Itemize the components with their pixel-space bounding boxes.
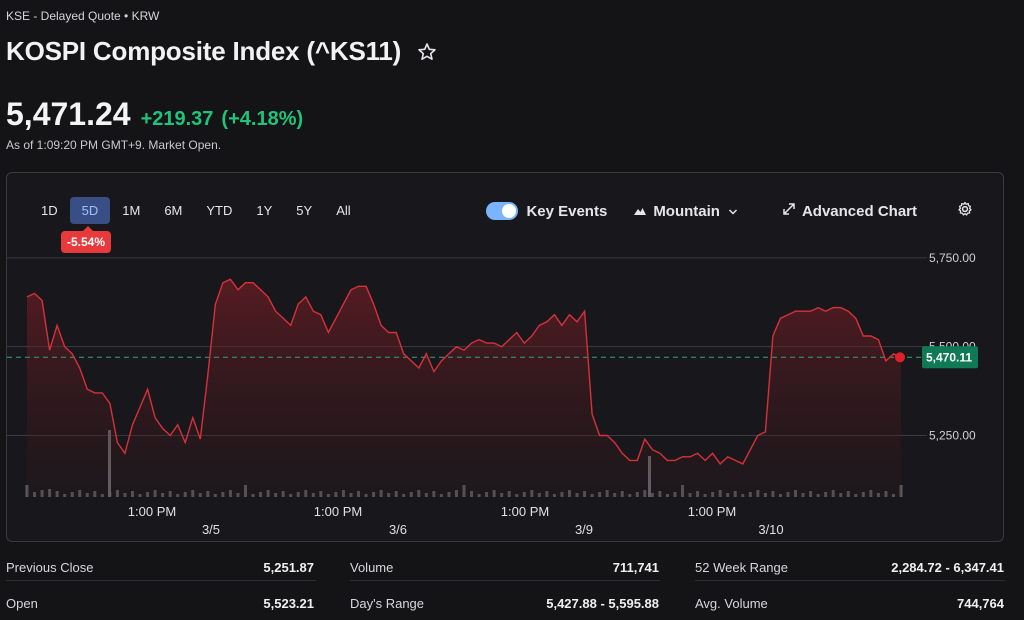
advanced-chart-button[interactable]: Advanced Chart: [782, 202, 917, 220]
x-day-label: 3/9: [575, 522, 593, 537]
stat-label-days-range: Day's Range: [350, 596, 425, 611]
toggle-knob: [502, 204, 517, 218]
stat-label-previous-close: Previous Close: [6, 560, 94, 575]
chart-type-label: Mountain: [653, 202, 720, 220]
key-events-label: Key Events: [526, 202, 608, 220]
x-time-label: 1:00 PM: [128, 504, 176, 519]
range-1d[interactable]: 1D: [41, 203, 58, 218]
range-5y[interactable]: 5Y: [296, 203, 313, 218]
page-title: KOSPI Composite Index (^KS11): [6, 36, 402, 66]
price-change-percent: (+4.18%): [221, 108, 304, 130]
price-row: 5,471.24 +219.37 (+4.18%): [6, 96, 303, 133]
y-tick-label: 5,750.00: [929, 251, 976, 265]
stat-value-days-range: 5,427.88 - 5,595.88: [546, 596, 659, 611]
stat-label-52-week-range: 52 Week Range: [695, 560, 788, 575]
stat-value-previous-close: 5,251.87: [263, 560, 314, 575]
x-time-label: 1:00 PM: [688, 504, 736, 519]
star-icon[interactable]: [417, 42, 437, 62]
key-events-toggle[interactable]: Key Events: [486, 202, 607, 220]
stats-divider: [695, 580, 1005, 581]
stats-divider: [350, 580, 660, 581]
chart-toolbar: Key Events Mountain Advanced Chart: [486, 201, 973, 221]
x-time-label: 1:00 PM: [314, 504, 362, 519]
last-price-dot: [895, 352, 905, 363]
current-price: 5,471.24: [6, 96, 131, 132]
stat-value-avg-volume: 744,764: [957, 596, 1004, 611]
range-6m[interactable]: 6M: [164, 203, 183, 218]
chevron-down-icon: [728, 203, 738, 220]
mountain-icon: [633, 203, 647, 220]
last-price-tag-text: 5,470.11: [926, 350, 972, 364]
expand-icon: [782, 202, 796, 220]
chart-type-dropdown[interactable]: Mountain: [633, 203, 738, 220]
range-ytd[interactable]: YTD: [206, 203, 233, 218]
last-price-tag-bg: [922, 346, 978, 369]
range-all[interactable]: All: [336, 203, 351, 218]
price-chart[interactable]: 5,750.005,250.005,500.00 5,470.11 1:00 P…: [7, 173, 1005, 543]
toggle-switch[interactable]: [486, 202, 519, 220]
stat-value-52-week-range: 2,284.72 - 6,347.41: [891, 560, 1004, 575]
y-tick-label: 5,250.00: [929, 429, 976, 443]
range-selector: 1D 5D 1M 6M YTD 1Y 5Y All: [29, 197, 363, 224]
x-day-label: 3/10: [758, 522, 783, 537]
title-row: KOSPI Composite Index (^KS11): [6, 36, 437, 67]
x-axis-labels: 1:00 PM 1:00 PM 1:00 PM 1:00 PM 3/5 3/6 3/9 3/1…: [128, 504, 784, 537]
range-change-badge: -5.54%: [61, 226, 112, 253]
stat-label-avg-volume: Avg. Volume: [695, 596, 768, 611]
stats-divider: [6, 580, 316, 581]
x-day-label: 3/6: [389, 522, 407, 537]
as-of-timestamp: As of 1:09:20 PM GMT+9. Market Open.: [6, 138, 222, 152]
price-area-fill: [27, 279, 901, 497]
stat-label-open: Open: [6, 596, 38, 611]
price-line: [26, 278, 902, 465]
gear-icon: [957, 201, 973, 221]
stat-label-volume: Volume: [350, 560, 394, 575]
stat-value-open: 5,523.21: [263, 596, 314, 611]
range-5d[interactable]: 5D: [69, 197, 111, 224]
x-time-label: 1:00 PM: [501, 504, 549, 519]
settings-button[interactable]: [957, 201, 973, 221]
advanced-chart-label: Advanced Chart: [801, 202, 917, 220]
chart-panel: 1D 5D 1M 6M YTD 1Y 5Y All -5.54% Key Eve…: [6, 172, 1004, 542]
range-1y[interactable]: 1Y: [256, 203, 273, 218]
last-price-tag: 5,470.11: [922, 346, 978, 369]
exchange-info: KSE - Delayed Quote • KRW: [6, 9, 160, 23]
range-1m[interactable]: 1M: [122, 203, 141, 218]
stat-value-volume: 711,741: [612, 560, 659, 575]
price-change: +219.37: [140, 108, 214, 130]
x-day-label: 3/5: [202, 522, 220, 537]
